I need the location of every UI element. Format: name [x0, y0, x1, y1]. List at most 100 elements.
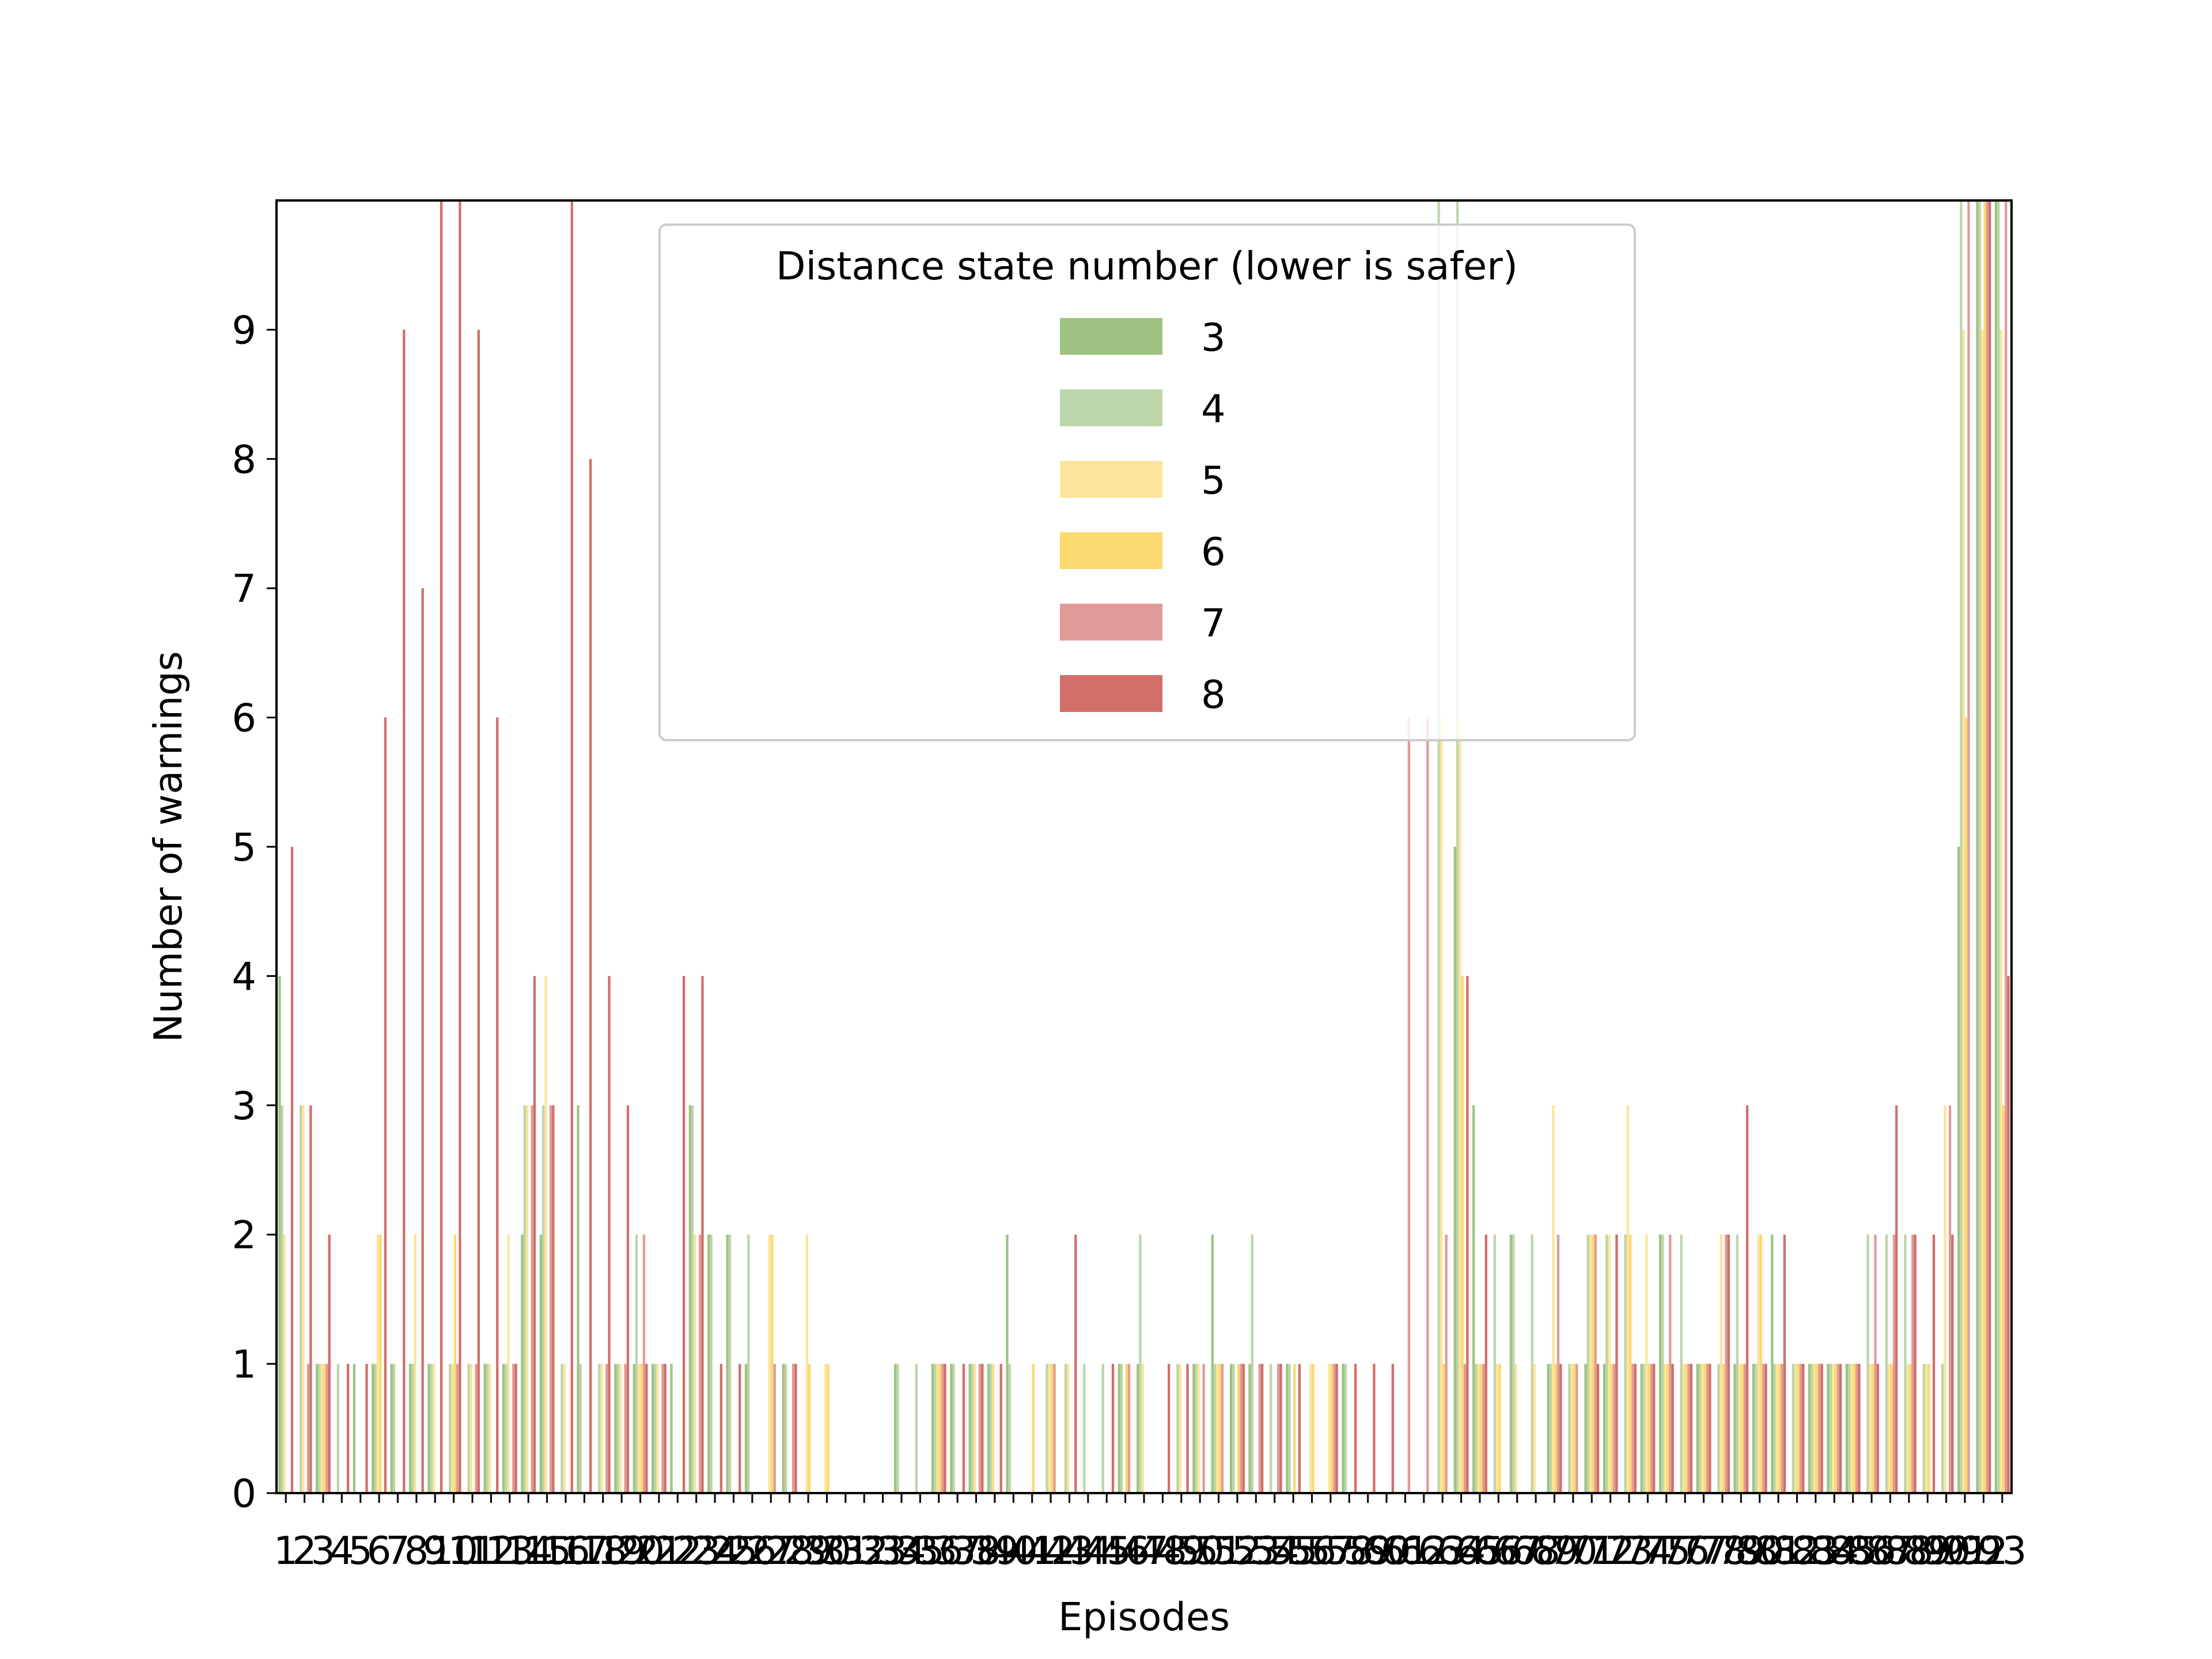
bar-series-4-episode-4 — [336, 1363, 340, 1493]
bar-series-6-episode-46 — [1125, 1363, 1128, 1493]
bar-series-4-episode-7 — [392, 1363, 396, 1493]
bar-series-7-episode-21 — [661, 1363, 664, 1493]
bar-series-7-episode-87 — [1892, 1234, 1896, 1493]
bar-series-8-episode-4 — [346, 1363, 350, 1493]
bar-series-6-episode-64 — [1461, 976, 1464, 1493]
bar-series-8-episode-3 — [328, 1234, 331, 1493]
x-tick-label: 90 — [1922, 1528, 1971, 1573]
bar-series-6-episode-78 — [1722, 1363, 1725, 1493]
bar-series-5-episode-12 — [488, 1363, 491, 1493]
bar-series-5-episode-20 — [638, 1363, 641, 1493]
bar-series-5-episode-73 — [1626, 1105, 1630, 1493]
x-tick-label: 39 — [970, 1528, 1019, 1573]
x-tick-label: 13 — [485, 1528, 534, 1573]
x-tick-label: 37 — [933, 1528, 982, 1573]
x-tick-label: 73 — [1604, 1528, 1653, 1573]
bar-series-5-episode-78 — [1719, 1234, 1722, 1493]
bar-series-8-episode-74 — [1653, 1363, 1656, 1493]
bar-series-8-episode-11 — [477, 329, 480, 1493]
legend: Distance state number (lower is safer) 3… — [658, 224, 1636, 741]
bar-series-6-episode-29 — [808, 1363, 811, 1493]
x-tick-label: 89 — [1903, 1528, 1952, 1573]
bar-series-6-episode-76 — [1685, 1363, 1688, 1493]
bar-series-8-episode-85 — [1858, 1363, 1861, 1493]
bar-series-5-episode-87 — [1888, 1363, 1891, 1493]
x-tick-label: 38 — [952, 1528, 1001, 1573]
x-tick-label: 92 — [1959, 1528, 2008, 1573]
bar-series-7-episode-85 — [1855, 1363, 1858, 1493]
bar-series-7-episode-91 — [1967, 200, 1970, 1493]
bar-series-4-episode-83 — [1810, 1363, 1813, 1493]
bar-series-5-episode-84 — [1832, 1363, 1835, 1493]
bar-series-4-episode-24 — [710, 1234, 713, 1493]
x-tick-label: 2 — [292, 1528, 317, 1573]
bar-series-7-episode-11 — [475, 1363, 478, 1493]
bar-series-4-episode-52 — [1232, 1363, 1235, 1493]
bar-series-6-episode-71 — [1592, 1234, 1594, 1493]
bar-series-8-episode-60 — [1391, 1363, 1394, 1493]
bar-series-5-episode-49 — [1179, 1363, 1181, 1493]
bar-series-5-episode-29 — [805, 1234, 809, 1493]
bar-series-7-episode-88 — [1911, 1234, 1914, 1493]
bars-layer — [278, 200, 2010, 1494]
bar-series-3-episode-28 — [782, 1363, 785, 1493]
bar-series-7-episode-80 — [1762, 1363, 1765, 1493]
bar-series-5-episode-1 — [283, 1234, 286, 1493]
x-tick-label: 45 — [1082, 1528, 1131, 1573]
bar-series-8-episode-21 — [664, 1363, 666, 1493]
bar-series-4-episode-78 — [1717, 1363, 1720, 1493]
x-tick-label: 74 — [1623, 1528, 1672, 1573]
x-tick-label: 41 — [1007, 1528, 1056, 1573]
x-tick-label: 87 — [1866, 1528, 1915, 1573]
bar-series-8-episode-17 — [589, 459, 592, 1493]
bar-series-7-episode-86 — [1874, 1234, 1877, 1493]
x-tick-label: 76 — [1661, 1528, 1710, 1573]
bar-series-4-episode-16 — [560, 1363, 563, 1493]
bar-series-4-episode-8 — [411, 1363, 414, 1493]
bar-series-5-episode-57 — [1328, 1363, 1331, 1493]
bar-series-4-episode-77 — [1698, 1363, 1702, 1493]
bar-series-5-episode-80 — [1757, 1234, 1760, 1493]
bar-series-8-episode-18 — [608, 976, 611, 1493]
bar-series-6-episode-93 — [2002, 1105, 2005, 1493]
bar-series-5-episode-27 — [768, 1234, 771, 1493]
bar-series-7-episode-36 — [941, 1363, 944, 1493]
x-tick-label: 10 — [429, 1528, 478, 1573]
bar-series-8-episode-10 — [459, 200, 461, 1493]
x-tick-label: 50 — [1176, 1528, 1225, 1573]
bar-series-8-episode-76 — [1690, 1363, 1693, 1493]
x-tick-label: 27 — [747, 1528, 796, 1573]
x-tick-label: 33 — [858, 1528, 907, 1573]
bar-series-4-episode-50 — [1195, 1363, 1198, 1493]
bar-series-5-episode-43 — [1067, 1363, 1070, 1493]
bar-series-5-episode-51 — [1216, 1363, 1219, 1493]
x-tick-label: 63 — [1418, 1528, 1467, 1573]
bar-series-4-episode-73 — [1624, 1234, 1627, 1493]
bar-series-6-episode-51 — [1218, 1363, 1221, 1493]
x-tick-label: 65 — [1455, 1528, 1504, 1573]
bar-series-4-episode-55 — [1288, 1363, 1291, 1493]
bar-series-5-episode-47 — [1141, 1363, 1144, 1493]
bar-series-8-episode-39 — [999, 1363, 1002, 1493]
bar-series-7-episode-23 — [699, 1234, 702, 1493]
bar-series-3-episode-12 — [483, 1363, 486, 1493]
bar-series-4-episode-19 — [616, 1363, 619, 1493]
bar-series-4-episode-6 — [374, 1363, 377, 1493]
bar-series-8-episode-24 — [719, 1363, 723, 1493]
bar-series-3-episode-64 — [1453, 847, 1456, 1493]
bar-series-8-episode-88 — [1914, 1234, 1916, 1493]
bar-series-8-episode-75 — [1671, 1363, 1674, 1493]
x-tick-label: 21 — [634, 1528, 683, 1573]
bar-series-8-episode-25 — [738, 1363, 741, 1493]
bar-series-5-episode-9 — [432, 1363, 435, 1493]
x-tick-label: 81 — [1754, 1528, 1803, 1573]
bar-series-6-episode-57 — [1330, 1363, 1334, 1493]
bar-series-4-episode-66 — [1493, 1234, 1497, 1493]
bar-series-4-episode-71 — [1586, 1234, 1589, 1493]
x-tick-label: 35 — [896, 1528, 945, 1573]
bar-series-5-episode-30 — [824, 1363, 827, 1493]
legend-items: 3 4 5 6 7 8 — [1060, 315, 1226, 717]
bar-series-8-episode-92 — [1988, 200, 1991, 1493]
bar-series-3-episode-81 — [1771, 1234, 1774, 1493]
bar-series-5-episode-89 — [1925, 1363, 1928, 1493]
